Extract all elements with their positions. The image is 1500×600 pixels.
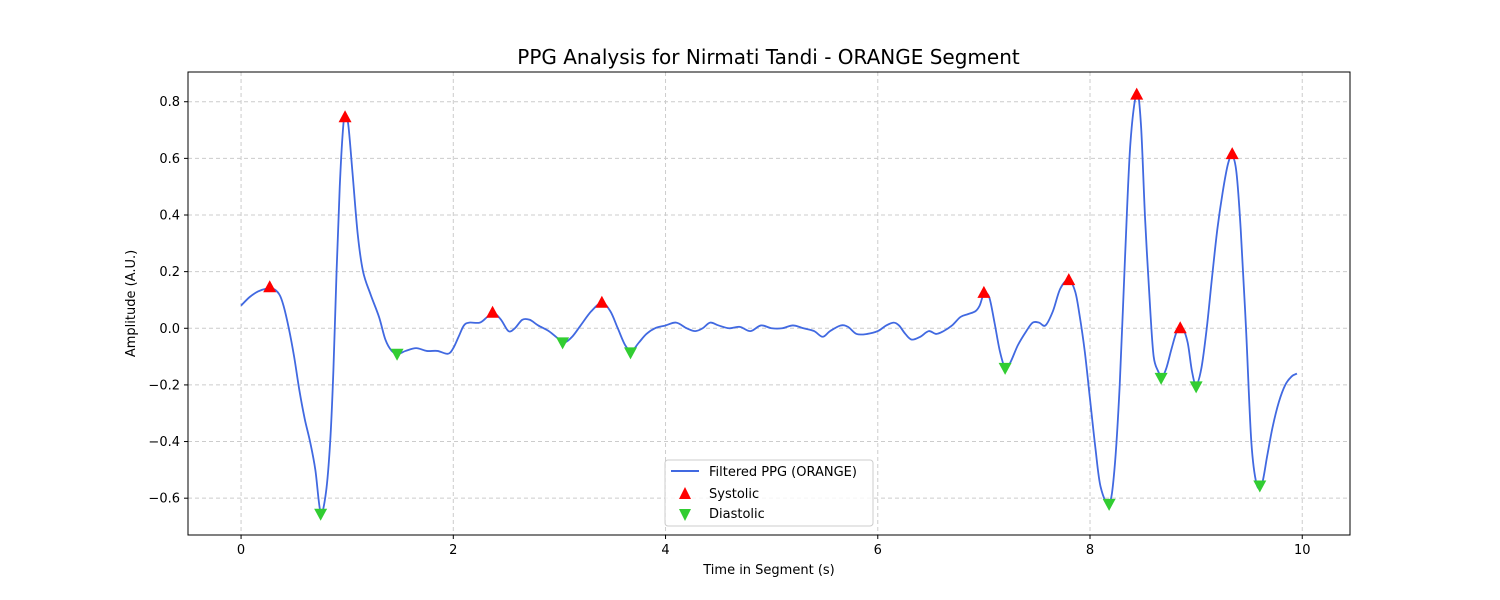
legend-frame [664,459,874,527]
diastolic-trough-marker [1154,372,1168,385]
plot-area [240,87,1298,521]
y-tick-label: 0.4 [159,209,180,224]
diastolic-trough-marker [1189,381,1203,394]
legend-diastolic-marker [679,509,691,521]
axis-ticks: 0 2 4 6 8 10 −0.6 −0.4 −0.2 0.0 0.2 0.4 0.6 0.8 [148,95,1310,558]
x-tick-label: 2 [449,543,457,558]
systolic-peak-marker [1062,273,1076,286]
legend-systolic-marker [679,487,691,499]
axes-frame [187,71,1351,536]
legend-label-systolic: Systolic [709,487,759,502]
diastolic-trough-marker [390,348,404,361]
legend-label-diastolic: Diastolic [709,507,765,522]
x-tick-label: 0 [237,543,245,558]
systolic-peak-marker [977,285,991,298]
x-tick-label: 4 [661,543,669,558]
diastolic-trough-marker [624,347,638,360]
diastolic-trough-marker [556,337,570,350]
chart-title: PPG Analysis for Nirmati Tandi - ORANGE … [517,45,1020,69]
x-tick-label: 10 [1294,543,1311,558]
diastolic-trough-marker [1102,498,1116,511]
diastolic-trough-marker [1253,480,1267,493]
systolic-peak-marker [263,280,277,293]
y-tick-label: 0.2 [159,265,180,280]
y-tick-label: 0.0 [159,322,180,337]
y-tick-label: 0.6 [159,152,180,167]
y-tick-label: −0.4 [148,435,180,450]
legend: Filtered PPG (ORANGE) Systolic Diastolic [664,459,874,527]
x-axis-label: Time in Segment (s) [702,563,834,578]
x-tick-label: 6 [874,543,882,558]
legend-label-filtered: Filtered PPG (ORANGE) [709,465,857,480]
systolic-peak-marker [1130,87,1144,100]
systolic-peak-marker [595,295,609,308]
y-axis-label: Amplitude (A.U.) [124,250,139,357]
diastolic-trough-marker [314,508,328,521]
systolic-peak-marker [1173,321,1187,334]
x-tick-label: 8 [1086,543,1094,558]
systolic-peak-marker [486,305,500,318]
y-tick-label: 0.8 [159,95,180,110]
y-tick-label: −0.2 [148,378,180,393]
diastolic-trough-marker [998,362,1012,375]
systolic-peak-marker [1225,147,1239,160]
systolic-peak-marker [338,110,352,123]
y-tick-label: −0.6 [148,492,180,507]
